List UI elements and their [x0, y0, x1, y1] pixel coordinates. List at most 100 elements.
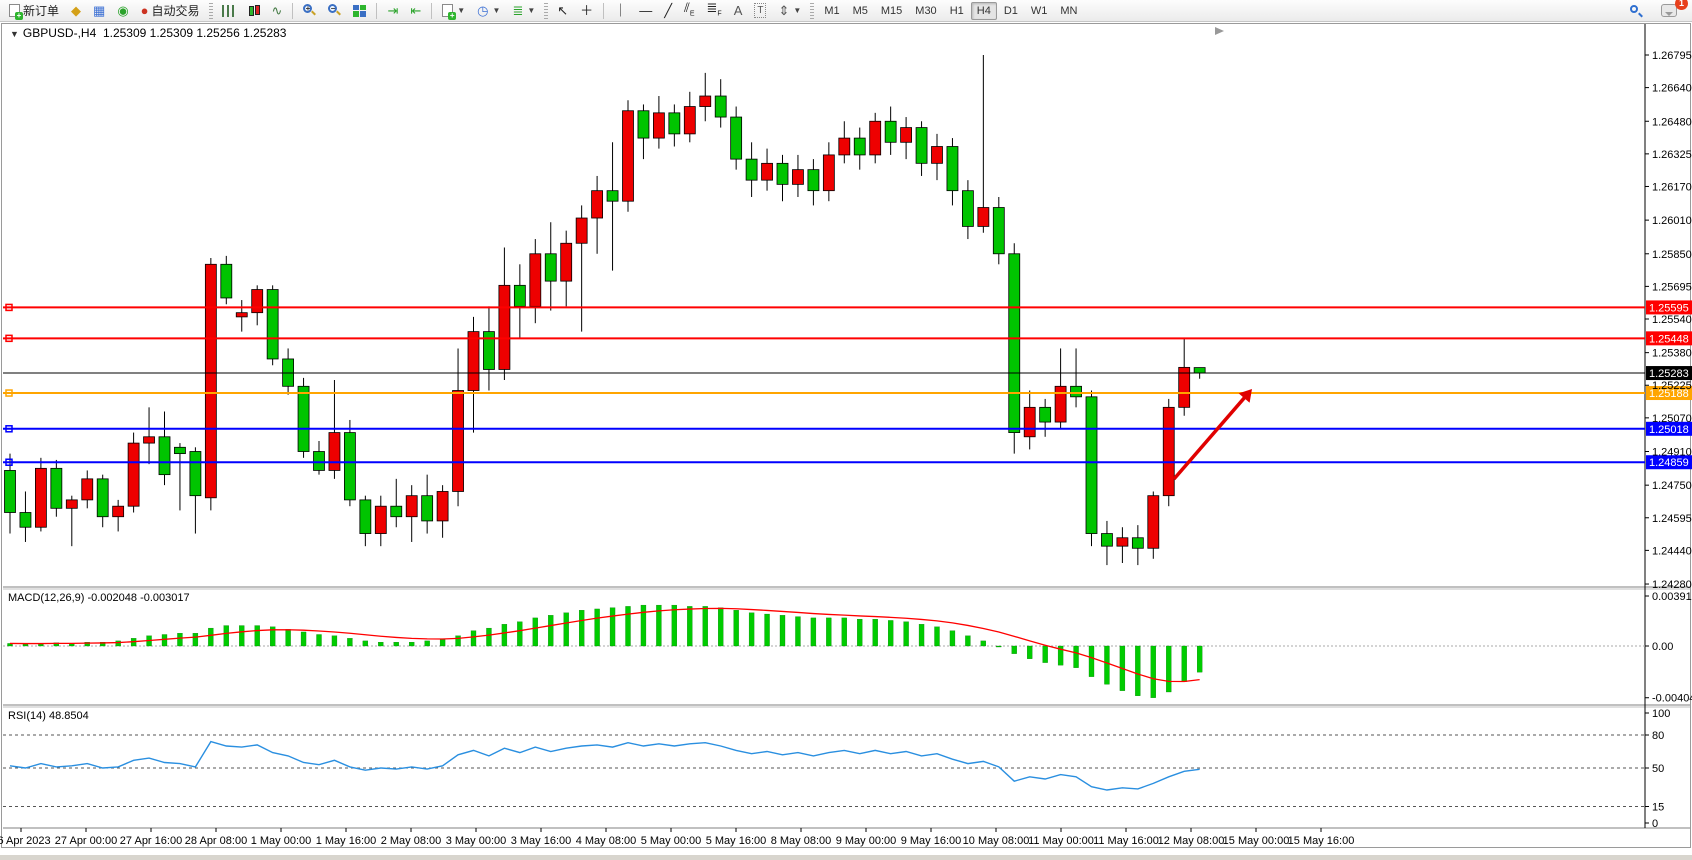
indicators-icon: ≣	[512, 3, 524, 18]
cursor-tool-button[interactable]: ↖	[552, 1, 573, 21]
macd-histogram-bar	[671, 604, 677, 647]
trendline-icon: ╱	[664, 3, 673, 18]
axis-tick-label: 1.24750	[1652, 480, 1692, 492]
candle-body	[1085, 396, 1098, 534]
metaeditor-button[interactable]: ◆	[66, 1, 86, 21]
macd-histogram-bar	[223, 625, 229, 647]
profiles-button[interactable]: ◷ ▼	[472, 1, 505, 21]
new-chart-icon: +	[442, 4, 457, 20]
candle-body	[977, 207, 990, 227]
crosshair-tool-button[interactable]: ＋	[575, 1, 598, 21]
macd-histogram-bar	[393, 642, 399, 647]
label-tool-button[interactable]: T	[749, 1, 771, 21]
candle-body	[622, 110, 634, 202]
candle-body	[931, 146, 943, 164]
macd-histogram-bar	[640, 604, 647, 647]
timeframe-h1-button[interactable]: H1	[949, 4, 964, 17]
text-tool-button[interactable]: A	[729, 1, 748, 21]
new-order-button[interactable]: + 新订单	[4, 1, 64, 21]
candle-body	[498, 284, 511, 370]
timeframe-m5-button[interactable]: M5	[852, 4, 868, 17]
time-tick-label: 5 May 16:00	[706, 835, 767, 847]
axis-tick-label: 1.25695	[1652, 281, 1692, 293]
indicators-button[interactable]: ≣ ▼	[507, 1, 540, 21]
price-label-text: 1.25448	[1649, 333, 1689, 345]
bar-chart-button[interactable]	[217, 1, 240, 21]
macd-histogram-bar	[347, 638, 353, 647]
zoom-in-button[interactable]: +	[298, 1, 321, 21]
line-chart-button[interactable]: ∿	[267, 1, 288, 21]
macd-indicator-label: MACD(12,26,9) -0.002048 -0.003017	[8, 592, 190, 604]
arrows-tool-button[interactable]: ⇕ ▼	[773, 1, 806, 21]
axis-tick-label: 1.24280	[1652, 579, 1692, 591]
price-label-text: 1.25283	[1649, 368, 1689, 380]
candle-body	[699, 95, 712, 107]
chart-window[interactable]: 1.25595 1.25448 1.25283 1.25188 1.25018 1.248…	[0, 22, 1692, 855]
macd-histogram-bar	[22, 643, 29, 647]
timeframe-m15-button[interactable]: M15	[880, 4, 903, 17]
chart-shift-button[interactable]: ⇥	[382, 1, 403, 21]
terminal-button[interactable]: ▦	[88, 1, 110, 21]
zoom-in-icon: +	[303, 4, 317, 17]
timeframe-h4-button[interactable]: H4	[970, 1, 997, 20]
macd-histogram-bar	[331, 635, 338, 647]
macd-histogram-bar	[1197, 645, 1203, 673]
arrow-annotation[interactable]	[1172, 395, 1247, 481]
hline-anchor-handle[interactable]	[5, 425, 13, 433]
autotrading-button[interactable]: ● 自动交易	[136, 1, 205, 21]
notifications-button[interactable]: 1	[1656, 0, 1688, 21]
candle-body	[513, 284, 526, 307]
candlestick-chart-button[interactable]	[242, 1, 265, 21]
price-label-box	[1646, 300, 1692, 315]
trendline-tool-button[interactable]: ╱	[659, 1, 677, 21]
macd-histogram-bar	[300, 631, 307, 647]
toolbar-separator	[292, 2, 294, 19]
arrows-icon: ⇕	[778, 3, 790, 18]
timeframe-mn-button[interactable]: MN	[1060, 4, 1078, 17]
candle-body	[81, 478, 94, 501]
candle-body	[174, 446, 186, 455]
horizontal-line-tool-button[interactable]: —	[634, 1, 657, 21]
macd-histogram-bar	[161, 634, 168, 647]
timeframe-m1-button[interactable]: M1	[824, 4, 840, 17]
timeframe-m30-button[interactable]: M30	[915, 4, 937, 17]
macd-histogram-bar	[378, 642, 384, 647]
search-button[interactable]	[1624, 1, 1648, 21]
vertical-line-tool-button[interactable]: ｜	[609, 1, 632, 21]
price-label-box	[1646, 386, 1692, 401]
candle-body	[343, 432, 356, 501]
macd-histogram-bar	[965, 635, 971, 647]
fibonacci-tool-button[interactable]: ≣F	[702, 1, 727, 21]
macd-histogram-bar	[872, 619, 878, 647]
hline-anchor-handle[interactable]	[5, 334, 13, 343]
tile-windows-icon	[353, 4, 367, 17]
candle-body	[65, 499, 78, 509]
signals-button[interactable]: ◉	[112, 1, 133, 21]
candle-body	[1193, 367, 1206, 374]
candle-body	[745, 158, 758, 181]
chart-canvas[interactable]: 1.25595 1.25448 1.25283 1.25188 1.25018 1.248…	[0, 22, 1692, 855]
auto-scroll-button[interactable]: ⇤	[405, 1, 426, 21]
macd-histogram-bar	[470, 630, 477, 647]
candle-body	[807, 169, 820, 192]
shift-end-marker[interactable]	[1215, 27, 1224, 35]
hline-anchor-handle[interactable]	[5, 458, 13, 466]
hline-anchor-handle[interactable]	[5, 389, 13, 397]
hline-anchor-handle[interactable]	[5, 303, 13, 312]
new-chart-button[interactable]: + ▼	[437, 1, 470, 21]
candle-body	[606, 190, 619, 202]
macd-histogram-bar	[1104, 645, 1110, 685]
candle-body	[374, 505, 387, 534]
timeframe-d1-button[interactable]: D1	[1003, 4, 1018, 17]
zoom-out-button[interactable]: −	[323, 1, 346, 21]
channel-tool-button[interactable]: ⫽E	[679, 1, 699, 21]
macd-histogram-bar	[285, 629, 291, 647]
time-tick-label: 11 May 00:00	[1028, 835, 1094, 847]
timeframe-w1-button[interactable]: W1	[1030, 4, 1048, 17]
price-label-text: 1.25188	[1649, 388, 1689, 400]
axis-tick-label: 15	[1652, 802, 1664, 814]
arrow-annotation-head[interactable]	[1238, 389, 1252, 403]
candle-body	[946, 146, 959, 192]
macd-histogram-bar	[718, 607, 724, 647]
tile-windows-button[interactable]	[348, 1, 371, 21]
